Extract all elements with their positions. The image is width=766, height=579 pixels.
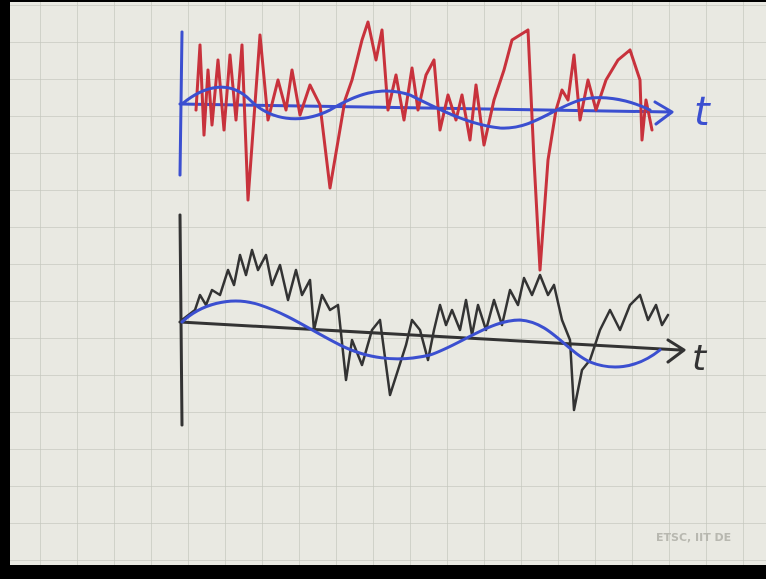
axis-label: t — [694, 89, 711, 135]
axis-label: t — [692, 338, 708, 379]
page: t t ETSC, IIT DE (() => { const data = J… — [0, 0, 766, 579]
grid-paper — [10, 2, 766, 565]
watermark: ETSC, IIT DE — [656, 531, 731, 544]
photo: t t ETSC, IIT DE — [0, 0, 766, 579]
